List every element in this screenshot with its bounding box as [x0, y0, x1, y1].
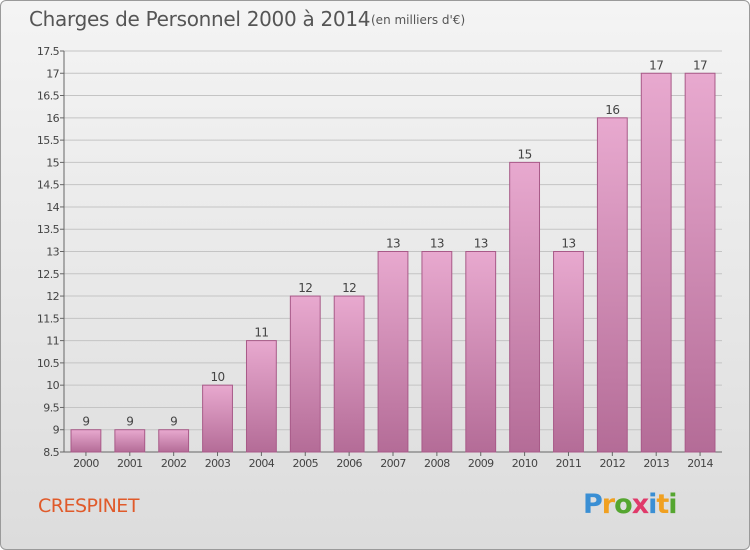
bar-2006: [333, 295, 365, 453]
logo-letter: t: [656, 489, 669, 520]
y-tick-label: 9.5: [43, 401, 59, 414]
y-tick-label: 12.5: [37, 268, 60, 281]
bar-value-label: 17: [649, 58, 663, 72]
logo-letter: i: [668, 489, 677, 520]
y-tick-label: 16: [46, 112, 59, 125]
bar-value-label: 10: [210, 370, 224, 384]
x-tick-label: 2008: [424, 457, 450, 470]
chart-subtitle: (en milliers d'€): [371, 13, 466, 27]
bar-value-label: 12: [342, 281, 356, 295]
y-tick-label: 8.5: [43, 446, 59, 459]
x-tick-label: 2010: [512, 457, 538, 470]
y-tick-label: 17.5: [37, 45, 60, 58]
bar-2004: [245, 340, 277, 453]
y-tick-label: 14: [46, 201, 59, 214]
x-tick-label: 2012: [600, 457, 626, 470]
bar-2014: [684, 72, 716, 453]
bar-2001: [114, 429, 146, 453]
bar-value-label: 9: [170, 415, 177, 429]
bar-value-label: 9: [126, 415, 133, 429]
y-tick-label: 13.5: [37, 223, 60, 236]
y-tick-label: 17: [46, 67, 59, 80]
y-tick-label: 15.5: [37, 134, 60, 147]
y-tick-label: 11: [46, 335, 59, 348]
bar-value-label: 17: [693, 58, 707, 72]
bar-2003: [202, 384, 233, 453]
proxiti-logo: Proxiti: [583, 489, 678, 520]
logo-letter: P: [583, 489, 603, 520]
x-tick-label: 2003: [205, 457, 231, 470]
bar-value-label: 9: [82, 415, 89, 429]
x-tick-label: 2002: [161, 457, 187, 470]
y-tick-label: 13: [46, 246, 59, 259]
y-tick-label: 10.5: [37, 357, 60, 370]
bar-value-label: 13: [386, 237, 400, 251]
chart-title: Charges de Personnel 2000 à 2014: [29, 7, 371, 31]
x-tick-labels: 2000 2001 2002 2003 2004 2005 2006 2007 2008 2009…: [73, 452, 714, 470]
bar-value-label: 13: [561, 237, 575, 251]
bar-value-labels: 9 9 9 10 11 12 12 13 13 13 15 13 16 17 17: [82, 58, 707, 428]
y-tick-label: 9: [53, 424, 60, 437]
x-tick-label: 2006: [336, 457, 362, 470]
y-tick-label: 16.5: [37, 90, 60, 103]
bars: [70, 72, 716, 453]
bar-2002: [158, 429, 190, 453]
x-tick-label: 2001: [117, 457, 143, 470]
bar-value-label: 16: [605, 103, 619, 117]
x-tick-label: 2009: [468, 457, 494, 470]
logo-letter: r: [601, 489, 615, 520]
y-tick-label: 11.5: [37, 312, 60, 325]
bar-2013: [640, 72, 672, 453]
bar-2008: [421, 251, 453, 453]
bar-2000: [70, 429, 102, 453]
bar-2007: [377, 251, 409, 453]
bar-2005: [289, 295, 321, 453]
bar-value-label: 15: [518, 147, 532, 161]
logo-letter: x: [631, 489, 649, 520]
y-tick-label: 12: [46, 290, 59, 303]
bar-2012: [596, 117, 628, 453]
x-tick-label: 2007: [380, 457, 406, 470]
logo-letter: o: [614, 489, 633, 520]
y-tick-label: 14.5: [37, 179, 60, 192]
x-tick-label: 2013: [643, 457, 669, 470]
logo-letter: i: [648, 489, 657, 520]
x-tick-label: 2011: [556, 457, 582, 470]
y-tick-labels: 8.5 9 9.5 10 10.5 11 11.5 12 12.5 13 13.5 14 14.5 15 1…: [37, 45, 60, 459]
x-tick-label: 2004: [249, 457, 275, 470]
bar-2011: [553, 251, 584, 453]
bar-value-label: 12: [298, 281, 312, 295]
bar-value-label: 11: [254, 326, 268, 340]
bar-value-label: 13: [430, 237, 444, 251]
y-tick-label: 15: [46, 156, 59, 169]
x-tick-label: 2000: [73, 457, 99, 470]
commune-name: CRESPINET: [38, 495, 139, 517]
x-tick-label: 2005: [292, 457, 318, 470]
bar-2009: [465, 251, 497, 453]
bar-value-label: 13: [474, 237, 488, 251]
bar-2010: [509, 161, 541, 453]
y-tick-label: 10: [46, 379, 59, 392]
x-tick-label: 2014: [687, 457, 713, 470]
